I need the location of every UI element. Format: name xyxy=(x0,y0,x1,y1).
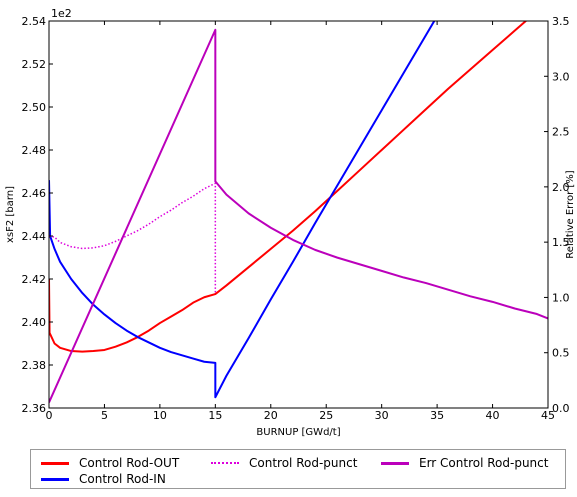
ticks-layer: 0 5 10 15 20 25 30 35 40 45 2.36 2.38 2.40 2.42 2.44 2.… xyxy=(22,15,570,422)
y-tick-label-left-7: 2.50 xyxy=(22,101,47,114)
y-tick-label-right-6: 3.0 xyxy=(552,70,570,83)
legend-label-rod-out: Control Rod-OUT xyxy=(79,456,180,470)
y-tick-label-left-8: 2.52 xyxy=(22,58,47,71)
y-tick-label-right-5: 2.5 xyxy=(552,126,570,139)
x-tick-label-0: 0 xyxy=(46,409,53,422)
x-tick-label-5: 25 xyxy=(319,409,333,422)
y-tick-label-left-4: 2.44 xyxy=(22,230,47,243)
legend-item-rod-in: Control Rod-IN xyxy=(41,471,166,487)
y-tick-label-left-1: 2.38 xyxy=(22,359,47,372)
y-tick-label-right-4: 2.0 xyxy=(552,181,570,194)
x-tick-label-1: 5 xyxy=(101,409,108,422)
x-tick-label-9: 45 xyxy=(541,409,555,422)
x-tick-label-7: 35 xyxy=(430,409,444,422)
legend-label-rod-in: Control Rod-IN xyxy=(79,472,166,486)
y-tick-label-right-7: 3.5 xyxy=(552,15,570,28)
legend-swatch-rod-out xyxy=(41,461,69,465)
y-tick-label-left-5: 2.46 xyxy=(22,187,47,200)
y-tick-label-right-1: 0.5 xyxy=(552,347,570,360)
series-layer xyxy=(49,21,548,403)
plot-frame xyxy=(48,20,549,409)
y-tick-label-right-0: 0.0 xyxy=(552,402,570,415)
series-line-3 xyxy=(49,28,548,403)
series-line-0 xyxy=(49,21,528,353)
series-line-1 xyxy=(49,21,436,399)
x-axis-label: BURNUP [GWd/t] xyxy=(256,427,340,438)
legend-label-rod-punct: Control Rod-punct xyxy=(249,456,358,470)
y-tick-label-left-9: 2.54 xyxy=(22,15,47,28)
y-tick-label-right-2: 1.0 xyxy=(552,291,570,304)
legend-swatch-rod-punct xyxy=(211,462,239,464)
series-line-2 xyxy=(49,182,217,295)
legend-swatch-rod-in xyxy=(41,477,69,481)
x-tick-label-2: 10 xyxy=(153,409,167,422)
x-tick-label-4: 20 xyxy=(264,409,278,422)
legend: Control Rod-OUT Control Rod-IN Control R… xyxy=(30,449,566,489)
y-axis-label-right: Relative Error [%] xyxy=(565,170,576,258)
y-tick-label-left-0: 2.36 xyxy=(22,402,47,415)
legend-item-rod-punct: Control Rod-punct xyxy=(211,455,357,471)
y-multiplier-label: 1e2 xyxy=(51,7,72,20)
y-tick-label-right-3: 1.5 xyxy=(552,236,570,249)
legend-item-rod-out: Control Rod-OUT xyxy=(41,455,179,471)
y-tick-label-left-2: 2.40 xyxy=(22,316,47,329)
y-axis-label-left: xsF2 [barn] xyxy=(5,186,16,243)
legend-swatch-err-rod-punct xyxy=(381,461,409,465)
x-tick-label-6: 30 xyxy=(375,409,389,422)
x-tick-label-8: 40 xyxy=(486,409,500,422)
x-tick-label-3: 15 xyxy=(208,409,222,422)
y-tick-label-left-3: 2.42 xyxy=(22,273,47,286)
legend-item-err-rod-punct: Err Control Rod-punct xyxy=(381,455,548,471)
y-tick-label-left-6: 2.48 xyxy=(22,144,47,157)
legend-label-err-rod-punct: Err Control Rod-punct xyxy=(419,456,549,470)
